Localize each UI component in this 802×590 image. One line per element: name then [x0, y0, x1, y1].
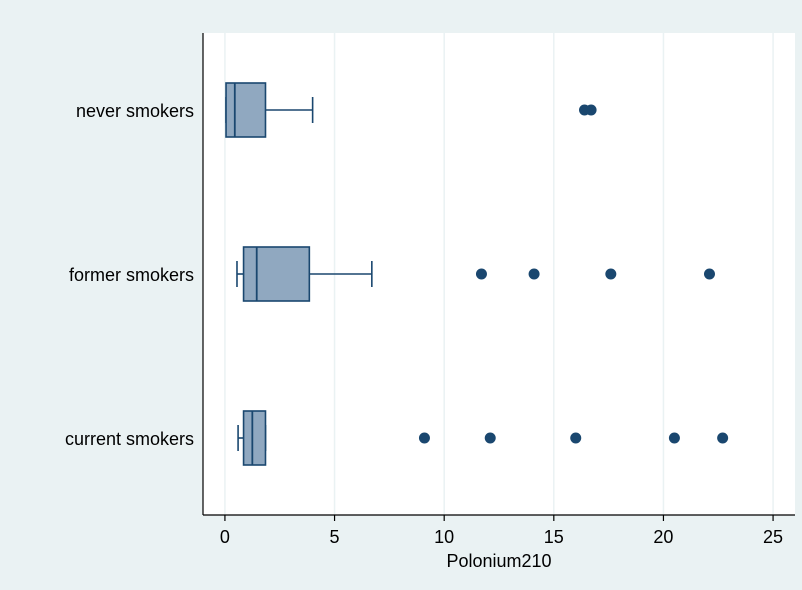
boxes-layer — [225, 82, 729, 466]
outlier-point — [418, 432, 430, 444]
x-tick-label: 0 — [220, 527, 230, 547]
outlier-point — [484, 432, 496, 444]
outlier-point — [475, 268, 487, 280]
x-tick-label: 10 — [434, 527, 454, 547]
iqr-box — [225, 82, 267, 138]
category-labels: never smokers former smokers current smoke… — [65, 101, 194, 449]
box-group — [237, 410, 729, 466]
box-group — [236, 246, 715, 302]
iqr-box — [242, 410, 267, 466]
outlier-point — [528, 268, 540, 280]
x-ticks: 0 5 10 15 20 25 — [220, 515, 783, 547]
outlier-point — [570, 432, 582, 444]
x-tick-label: 15 — [544, 527, 564, 547]
x-tick-label: 25 — [763, 527, 783, 547]
outlier-point — [585, 104, 597, 116]
x-axis-title: Polonium210 — [446, 551, 551, 571]
box-group — [225, 82, 597, 138]
outlier-point — [703, 268, 715, 280]
outlier-point — [668, 432, 680, 444]
grid-lines — [224, 33, 774, 515]
outlier-point — [717, 432, 729, 444]
x-tick-label: 20 — [653, 527, 673, 547]
category-label: former smokers — [69, 265, 194, 285]
category-label: never smokers — [76, 101, 194, 121]
outlier-point — [605, 268, 617, 280]
category-label: current smokers — [65, 429, 194, 449]
iqr-box — [242, 246, 311, 302]
x-tick-label: 5 — [330, 527, 340, 547]
